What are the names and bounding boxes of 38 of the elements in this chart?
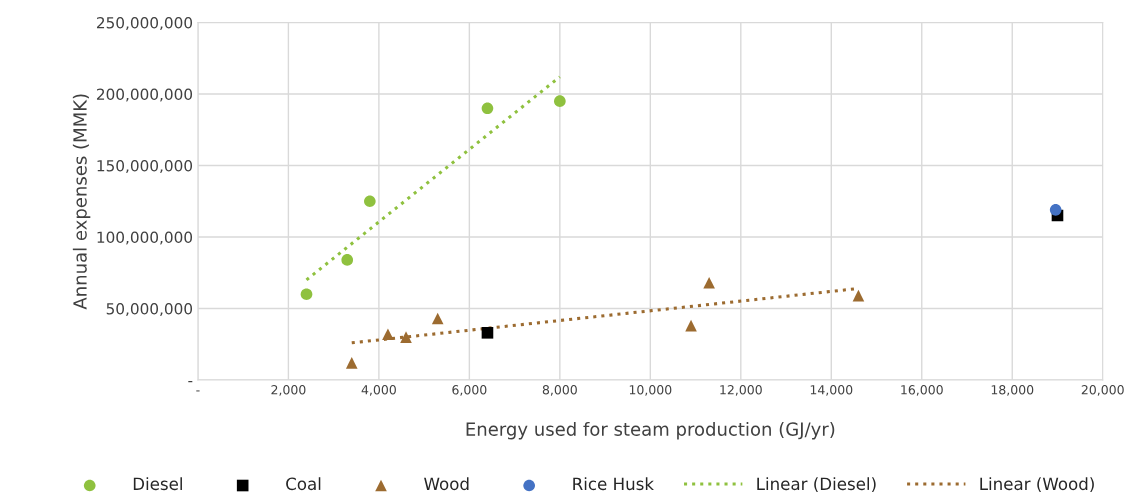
x-tick-label: 8,000 [542, 385, 577, 396]
legend-label: Wood [424, 477, 469, 491]
y-tick-label: 150,000,000 [97, 159, 193, 174]
point [1049, 204, 1062, 216]
x-tick-label: 12,000 [720, 385, 762, 396]
point [481, 327, 494, 339]
point [481, 102, 494, 115]
legend-label: Diesel [133, 477, 182, 491]
x-tick-label: 18,000 [991, 385, 1034, 396]
x-tick-label: 4,000 [361, 385, 396, 396]
y-tick-label: 250,000,000 [96, 16, 193, 31]
point [364, 195, 376, 208]
x-tick-label: 6,000 [452, 385, 487, 396]
legend-label: Linear (Wood) [980, 477, 1094, 493]
x-tick-label: 10,000 [629, 385, 672, 396]
legend-label: Coal [286, 477, 321, 491]
y-tick-label: - [188, 381, 193, 383]
point [400, 331, 412, 343]
y-axis-title: Annual expenses (MMK) [72, 94, 91, 310]
point [852, 289, 865, 302]
y-tick-label: 50,000,000 [106, 302, 193, 317]
point [554, 95, 566, 107]
y-tick-label: 100,000,000 [97, 231, 193, 245]
point [341, 254, 354, 266]
x-tick-label: 14,000 [810, 385, 853, 396]
x-tick-label: 16,000 [901, 385, 943, 396]
point [431, 312, 444, 325]
x-tick-label: 2,000 [271, 385, 306, 396]
legend-label: Rice Husk [573, 477, 654, 491]
x-axis-title: Energy used for steam production (GJ/yr) [466, 421, 835, 440]
x-tick-label: - [196, 390, 200, 392]
y-tick-label: 200,000,000 [96, 88, 193, 102]
x-tick-label: 20,000 [1081, 385, 1124, 396]
point [345, 357, 358, 369]
point [300, 288, 313, 301]
point [703, 276, 715, 289]
point [382, 328, 394, 341]
legend-label: Linear (Diesel) [757, 477, 876, 493]
